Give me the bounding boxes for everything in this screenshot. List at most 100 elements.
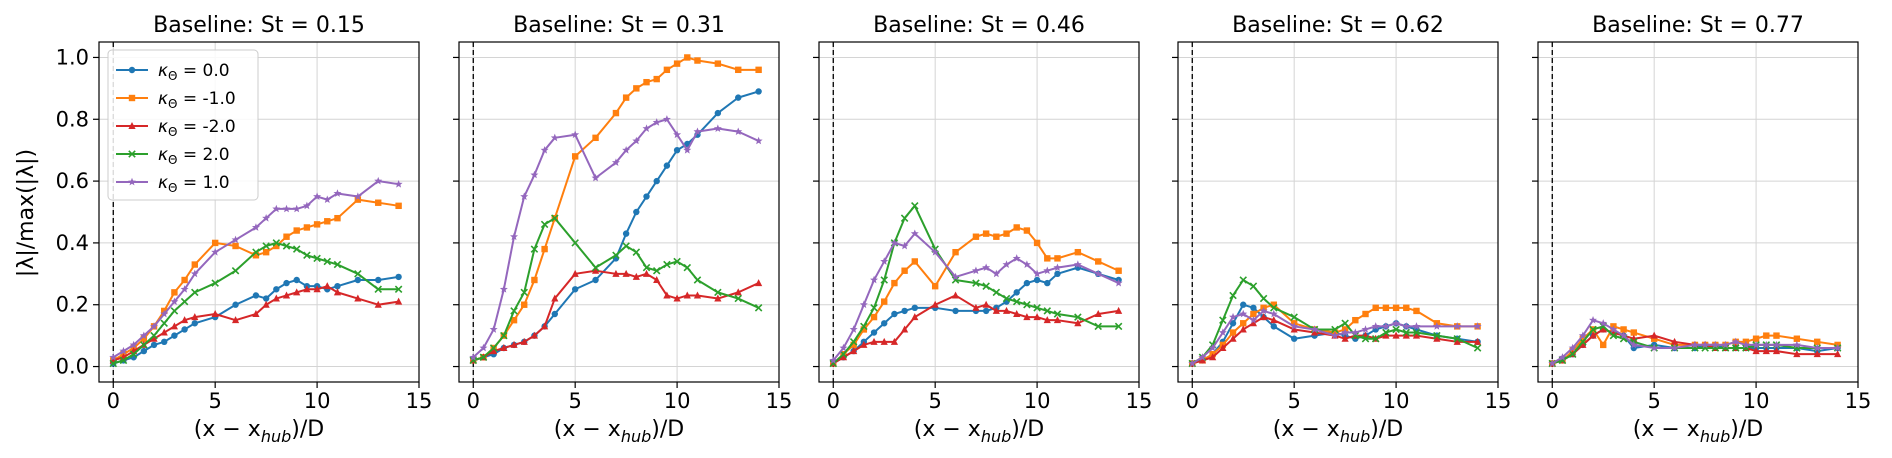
data-point: [611, 158, 620, 166]
data-point: [1269, 309, 1278, 318]
data-point: [293, 288, 301, 296]
data-point: [1752, 347, 1760, 355]
data-point: [1003, 230, 1010, 237]
data-point: [395, 202, 402, 210]
data-point: [880, 257, 889, 265]
data-point: [1229, 291, 1237, 300]
data-point: [231, 266, 240, 275]
series-line: [832, 204, 1119, 365]
data-point: [612, 269, 620, 277]
data-point: [262, 295, 270, 302]
x-axis-label-tail: )/D: [1011, 417, 1044, 442]
x-tick-label: 10: [1383, 389, 1410, 413]
data-point: [673, 257, 681, 266]
data-point: [282, 291, 291, 299]
x-tick-label: 5: [568, 389, 581, 413]
data-point: [592, 134, 599, 142]
data-point: [653, 276, 661, 283]
data-point: [1043, 266, 1052, 275]
legend-theta: Θ: [168, 69, 177, 83]
data-point: [1053, 263, 1062, 272]
data-point: [1002, 260, 1011, 268]
data-point: [972, 279, 980, 287]
y-axis-label: |λ|/max(|λ|): [14, 149, 39, 277]
data-point: [1833, 343, 1842, 352]
data-point: [1382, 331, 1390, 339]
data-point: [282, 204, 291, 213]
data-point: [1650, 331, 1658, 339]
chart-title: Baseline: St = 0.62: [1232, 13, 1444, 38]
legend-value: = -2.0: [177, 117, 235, 137]
data-point: [1650, 335, 1658, 342]
x-axis-label-tail: )/D: [291, 417, 324, 442]
data-point: [1558, 353, 1567, 361]
legend-marker: [128, 177, 136, 186]
x-tick-label: 10: [304, 389, 331, 413]
data-point: [571, 286, 579, 293]
data-point: [1620, 326, 1627, 333]
data-point: [663, 291, 671, 299]
data-point: [632, 136, 641, 145]
data-point: [881, 320, 888, 327]
data-point: [993, 233, 1000, 240]
data-point: [1074, 319, 1082, 327]
x-axis-label-sub: hub: [981, 427, 1011, 446]
data-point: [180, 285, 189, 293]
data-point: [1115, 306, 1123, 314]
x-axis-label-sub: hub: [261, 427, 291, 446]
data-point: [1579, 340, 1587, 348]
legend-theta: Θ: [168, 181, 177, 195]
x-tick-label: 10: [1743, 389, 1770, 413]
data-point: [1361, 334, 1370, 343]
data-point: [1600, 341, 1607, 349]
data-point: [1260, 313, 1268, 321]
x-tick-label: 5: [208, 389, 221, 413]
series-4: [1548, 315, 1842, 367]
data-point: [323, 257, 332, 266]
data-point: [911, 202, 919, 210]
data-point: [1609, 325, 1618, 333]
data-point: [1270, 301, 1277, 308]
data-point: [735, 66, 742, 74]
data-point: [1548, 359, 1557, 367]
data-point: [1229, 334, 1237, 342]
data-point: [1239, 325, 1247, 333]
data-point: [982, 282, 990, 290]
data-point: [1701, 340, 1710, 349]
data-point: [1474, 337, 1482, 345]
data-point: [1229, 320, 1237, 327]
data-point: [333, 189, 342, 197]
x-axis-label-main: (x − x: [914, 417, 981, 442]
data-point: [622, 269, 630, 277]
data-point: [313, 254, 321, 263]
data-point: [901, 267, 908, 274]
x-tick-label: 15: [1485, 389, 1512, 413]
data-point: [683, 291, 691, 299]
data-point: [171, 289, 178, 296]
data-point: [1589, 315, 1598, 324]
data-point: [1412, 322, 1421, 330]
data-point: [911, 304, 918, 312]
data-point: [1813, 343, 1822, 352]
data-point: [1002, 306, 1011, 314]
x-axis-label: (x − xhub)/D: [914, 417, 1044, 446]
y-tick-label: 0.6: [56, 169, 89, 193]
data-point: [612, 251, 620, 260]
data-point: [1074, 313, 1082, 321]
data-point: [755, 279, 763, 287]
data-point: [1392, 325, 1400, 334]
data-point: [191, 261, 198, 268]
data-point: [591, 263, 600, 272]
data-point: [374, 285, 383, 294]
data-point: [859, 300, 868, 309]
data-point: [1033, 276, 1041, 284]
legend: κΘ = 0.0κΘ = -1.0κΘ = -2.0κΘ = 2.0κΘ = 1…: [107, 49, 259, 201]
x-tick-label: 10: [664, 389, 691, 413]
x-tick-label: 0: [1546, 389, 1559, 413]
legend-marker: [128, 94, 136, 102]
data-point: [1094, 310, 1102, 317]
data-point: [1331, 325, 1339, 334]
data-point: [1589, 325, 1597, 334]
data-point: [850, 341, 857, 349]
data-point: [1054, 270, 1061, 278]
